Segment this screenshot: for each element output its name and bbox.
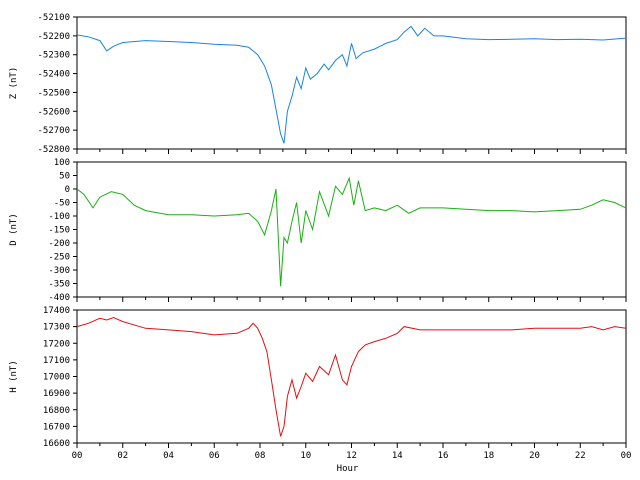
z-panel: -52100 -52200 -52300 -52400 -52500 -52600 -527… [9,13,627,155]
d-y-tick-label: 50 [59,172,70,182]
z-y-axis-label: Z (nT) [9,67,19,100]
h-y-tick-label: 17200 [43,339,70,349]
z-y-tick-label: -52800 [37,145,70,155]
h-y-tick-label: 17100 [43,356,70,366]
d-panel: 100 50 0 -50 -100 -150 -200 -250 -300 -350 -400 D (… [9,158,627,303]
h-y-tick-label: 16600 [43,439,70,449]
x-tick-label: 22 [575,451,586,461]
z-y-tick-label: -52400 [37,70,70,80]
x-tick-label: 00 [72,451,83,461]
h-y-axis-label: H (nT) [9,360,19,393]
d-y-tick-label: 0 [65,185,70,195]
d-y-tick-label: 100 [54,158,70,168]
h-panel: 17400 17300 17200 17100 17000 16900 16800 16700… [9,306,631,474]
z-y-tick-label: -52300 [37,51,70,61]
d-plot-frame [76,161,627,298]
z-y-tick-label: -52200 [37,32,70,42]
d-y-axis-label: D (nT) [9,213,19,246]
x-tick-label: 04 [163,451,174,461]
x-tick-label: 00 [621,451,632,461]
z-y-tick-label: -52600 [37,107,70,117]
h-plot-frame [76,309,627,444]
z-y-tick-label: -52700 [37,126,70,136]
h-y-tick-label: 16900 [43,389,70,399]
d-y-tick-label: -300 [48,266,70,276]
d-y-tick-label: -400 [48,293,70,303]
h-series-line [76,316,627,437]
x-tick-label: 20 [529,451,540,461]
d-y-tick-label: -150 [48,226,70,236]
h-y-tick-label: 17400 [43,306,70,316]
d-y-tick-label: -250 [48,253,70,263]
z-plot-frame [76,16,627,150]
h-y-tick-label: 16800 [43,406,70,416]
d-y-tick-label: -350 [48,280,70,290]
x-tick-label: 14 [392,451,403,461]
d-y-tick-label: -100 [48,212,70,222]
x-tick-label: 18 [483,451,494,461]
h-y-tick-label: 16700 [43,422,70,432]
h-y-tick-label: 17000 [43,373,70,383]
z-y-tick-label: -52100 [37,13,70,23]
x-tick-label: 02 [117,451,128,461]
x-axis-label: Hour [337,464,359,474]
x-tick-label: 16 [438,451,449,461]
z-series-line [76,25,627,144]
d-y-tick-label: -200 [48,239,70,249]
h-y-tick-label: 17300 [43,323,70,333]
x-tick-label: 10 [300,451,311,461]
d-series-line [76,176,627,287]
d-y-tick-label: -50 [54,199,70,209]
z-y-tick-label: -52500 [37,88,70,98]
x-tick-label: 06 [209,451,220,461]
x-tick-label: 08 [255,451,266,461]
x-tick-label: 12 [346,451,357,461]
